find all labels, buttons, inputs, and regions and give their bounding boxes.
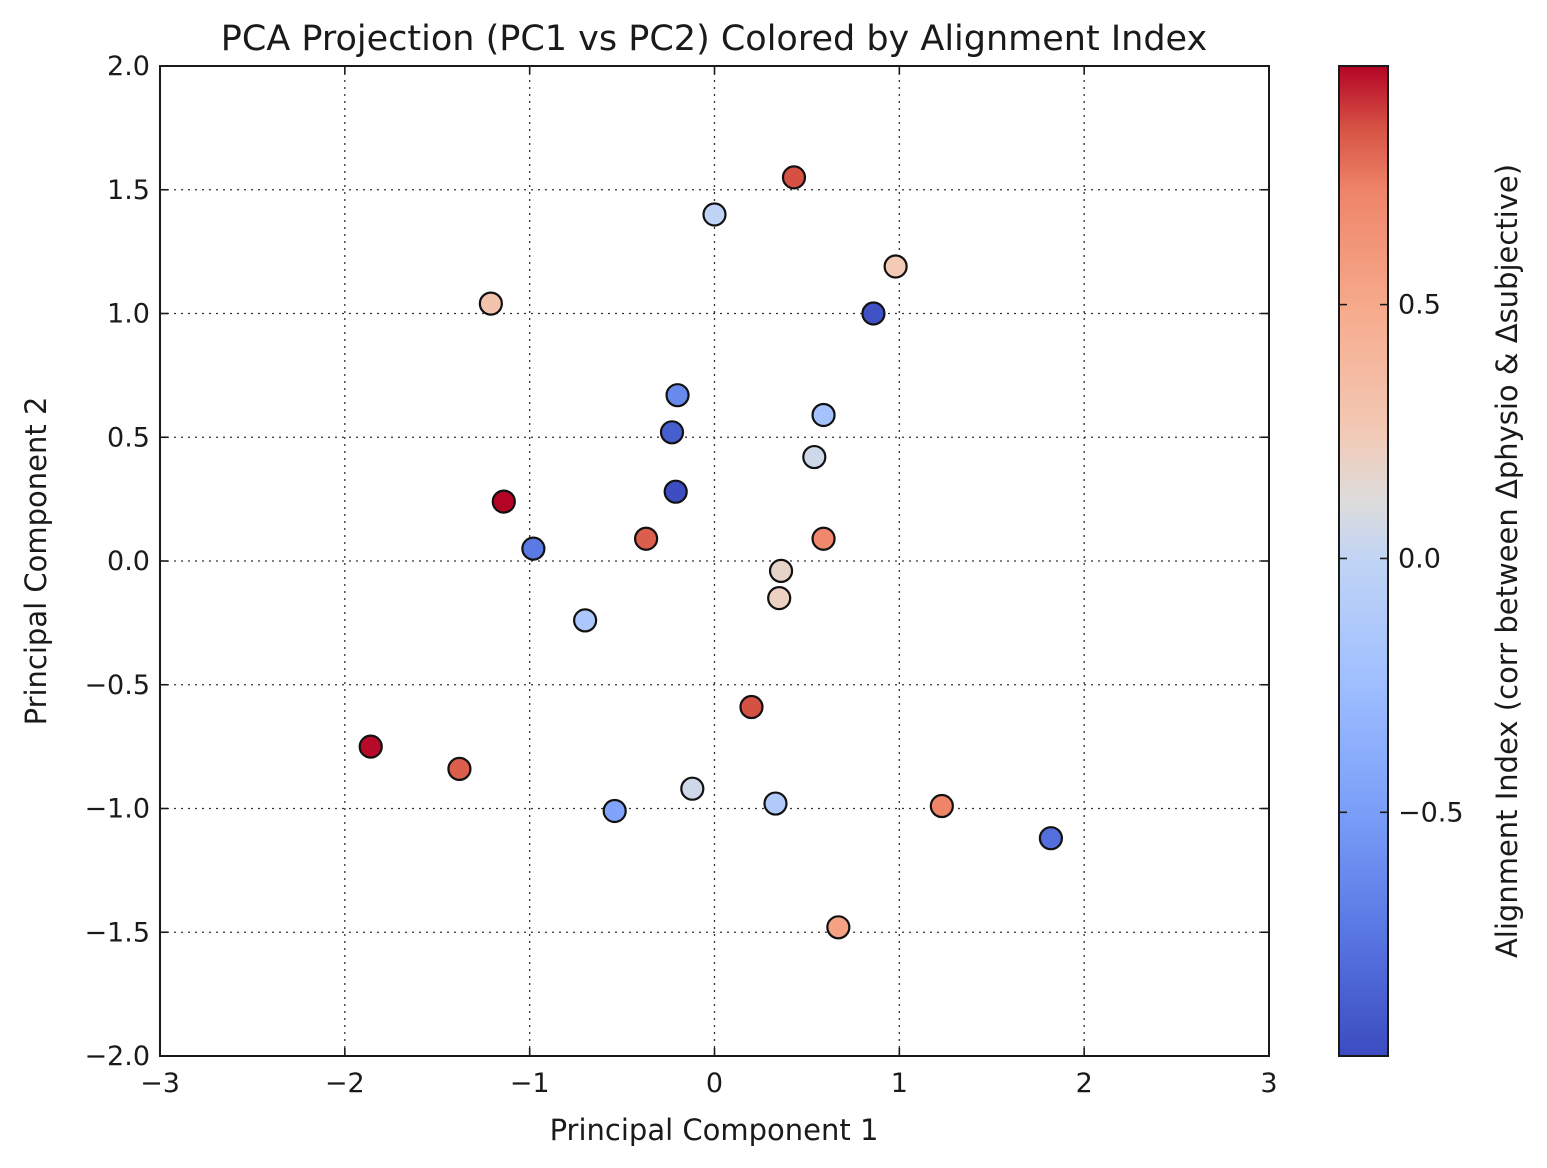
scatter-point: [702, 202, 727, 227]
colorbar-ticks: −0.5 0.0 0.5: [1339, 290, 1464, 828]
y-tick-label: 1.0: [107, 299, 150, 330]
x-axis-title: Principal Component 1: [550, 1113, 879, 1147]
scatter-point: [491, 489, 516, 514]
scatter-point: [447, 756, 472, 782]
scatter-point: [680, 776, 705, 801]
scatter-point: [811, 526, 836, 551]
scatter-point: [634, 526, 659, 551]
scatter-point: [781, 165, 807, 190]
scatter-point: [929, 793, 954, 819]
axis-ticks: [159, 65, 1270, 1057]
x-tick-labels: −3 −2 −1 0 1 2 3: [140, 1068, 1278, 1099]
scatter-point: [358, 734, 383, 759]
colorbar-tick-label: −0.5: [1398, 797, 1464, 828]
scatter-point: [665, 383, 690, 408]
x-tick-label: −2: [325, 1068, 365, 1099]
scatter-point: [811, 402, 836, 428]
scatter-point: [602, 798, 627, 824]
y-tick-label: −1.0: [84, 794, 150, 825]
gridlines: [160, 66, 1269, 1056]
scatter-point: [826, 915, 851, 940]
scatter-point: [802, 444, 827, 470]
y-tick-label: 0.0: [107, 546, 150, 577]
colorbar: [1338, 65, 1389, 1057]
scatter-point: [768, 558, 794, 584]
y-tick-label: 2.0: [107, 51, 150, 82]
scatter-points: [358, 165, 1063, 940]
scatter-point: [663, 479, 688, 504]
x-tick-label: 1: [891, 1068, 908, 1099]
x-tick-label: −1: [510, 1068, 550, 1099]
scatter-point: [659, 420, 685, 445]
y-tick-label: −1.5: [84, 917, 150, 948]
x-tick-label: −3: [140, 1068, 180, 1099]
colorbar-tick-label: 0.0: [1398, 543, 1441, 574]
scatter-point: [767, 586, 792, 611]
scatter-point: [521, 536, 546, 561]
scatter-point: [763, 791, 788, 816]
x-tick-label: 2: [1076, 1068, 1093, 1099]
y-tick-labels: −2.0 −1.5 −1.0 −0.5 0.0 0.5 1.0 1.5 2.0: [84, 51, 150, 1072]
scatter-point: [861, 301, 886, 326]
x-tick-label: 3: [1260, 1068, 1277, 1099]
y-tick-label: −0.5: [84, 670, 150, 701]
y-axis-title: Principal Component 2: [19, 397, 53, 726]
scatter-point: [1038, 826, 1063, 851]
y-tick-label: 1.5: [107, 175, 150, 206]
scatter-point: [739, 694, 764, 720]
scatter-point: [478, 291, 503, 316]
chart-title: PCA Projection (PC1 vs PC2) Colored by A…: [221, 19, 1207, 59]
scatter-point: [573, 608, 598, 633]
y-tick-label: 0.5: [107, 422, 150, 453]
x-tick-label: 0: [706, 1068, 723, 1099]
y-tick-label: −2.0: [84, 1041, 150, 1072]
scatter-point: [883, 254, 908, 279]
colorbar-tick-label: 0.5: [1398, 290, 1441, 321]
colorbar-title: Alignment Index (corr between Δphysio & …: [1490, 164, 1524, 958]
